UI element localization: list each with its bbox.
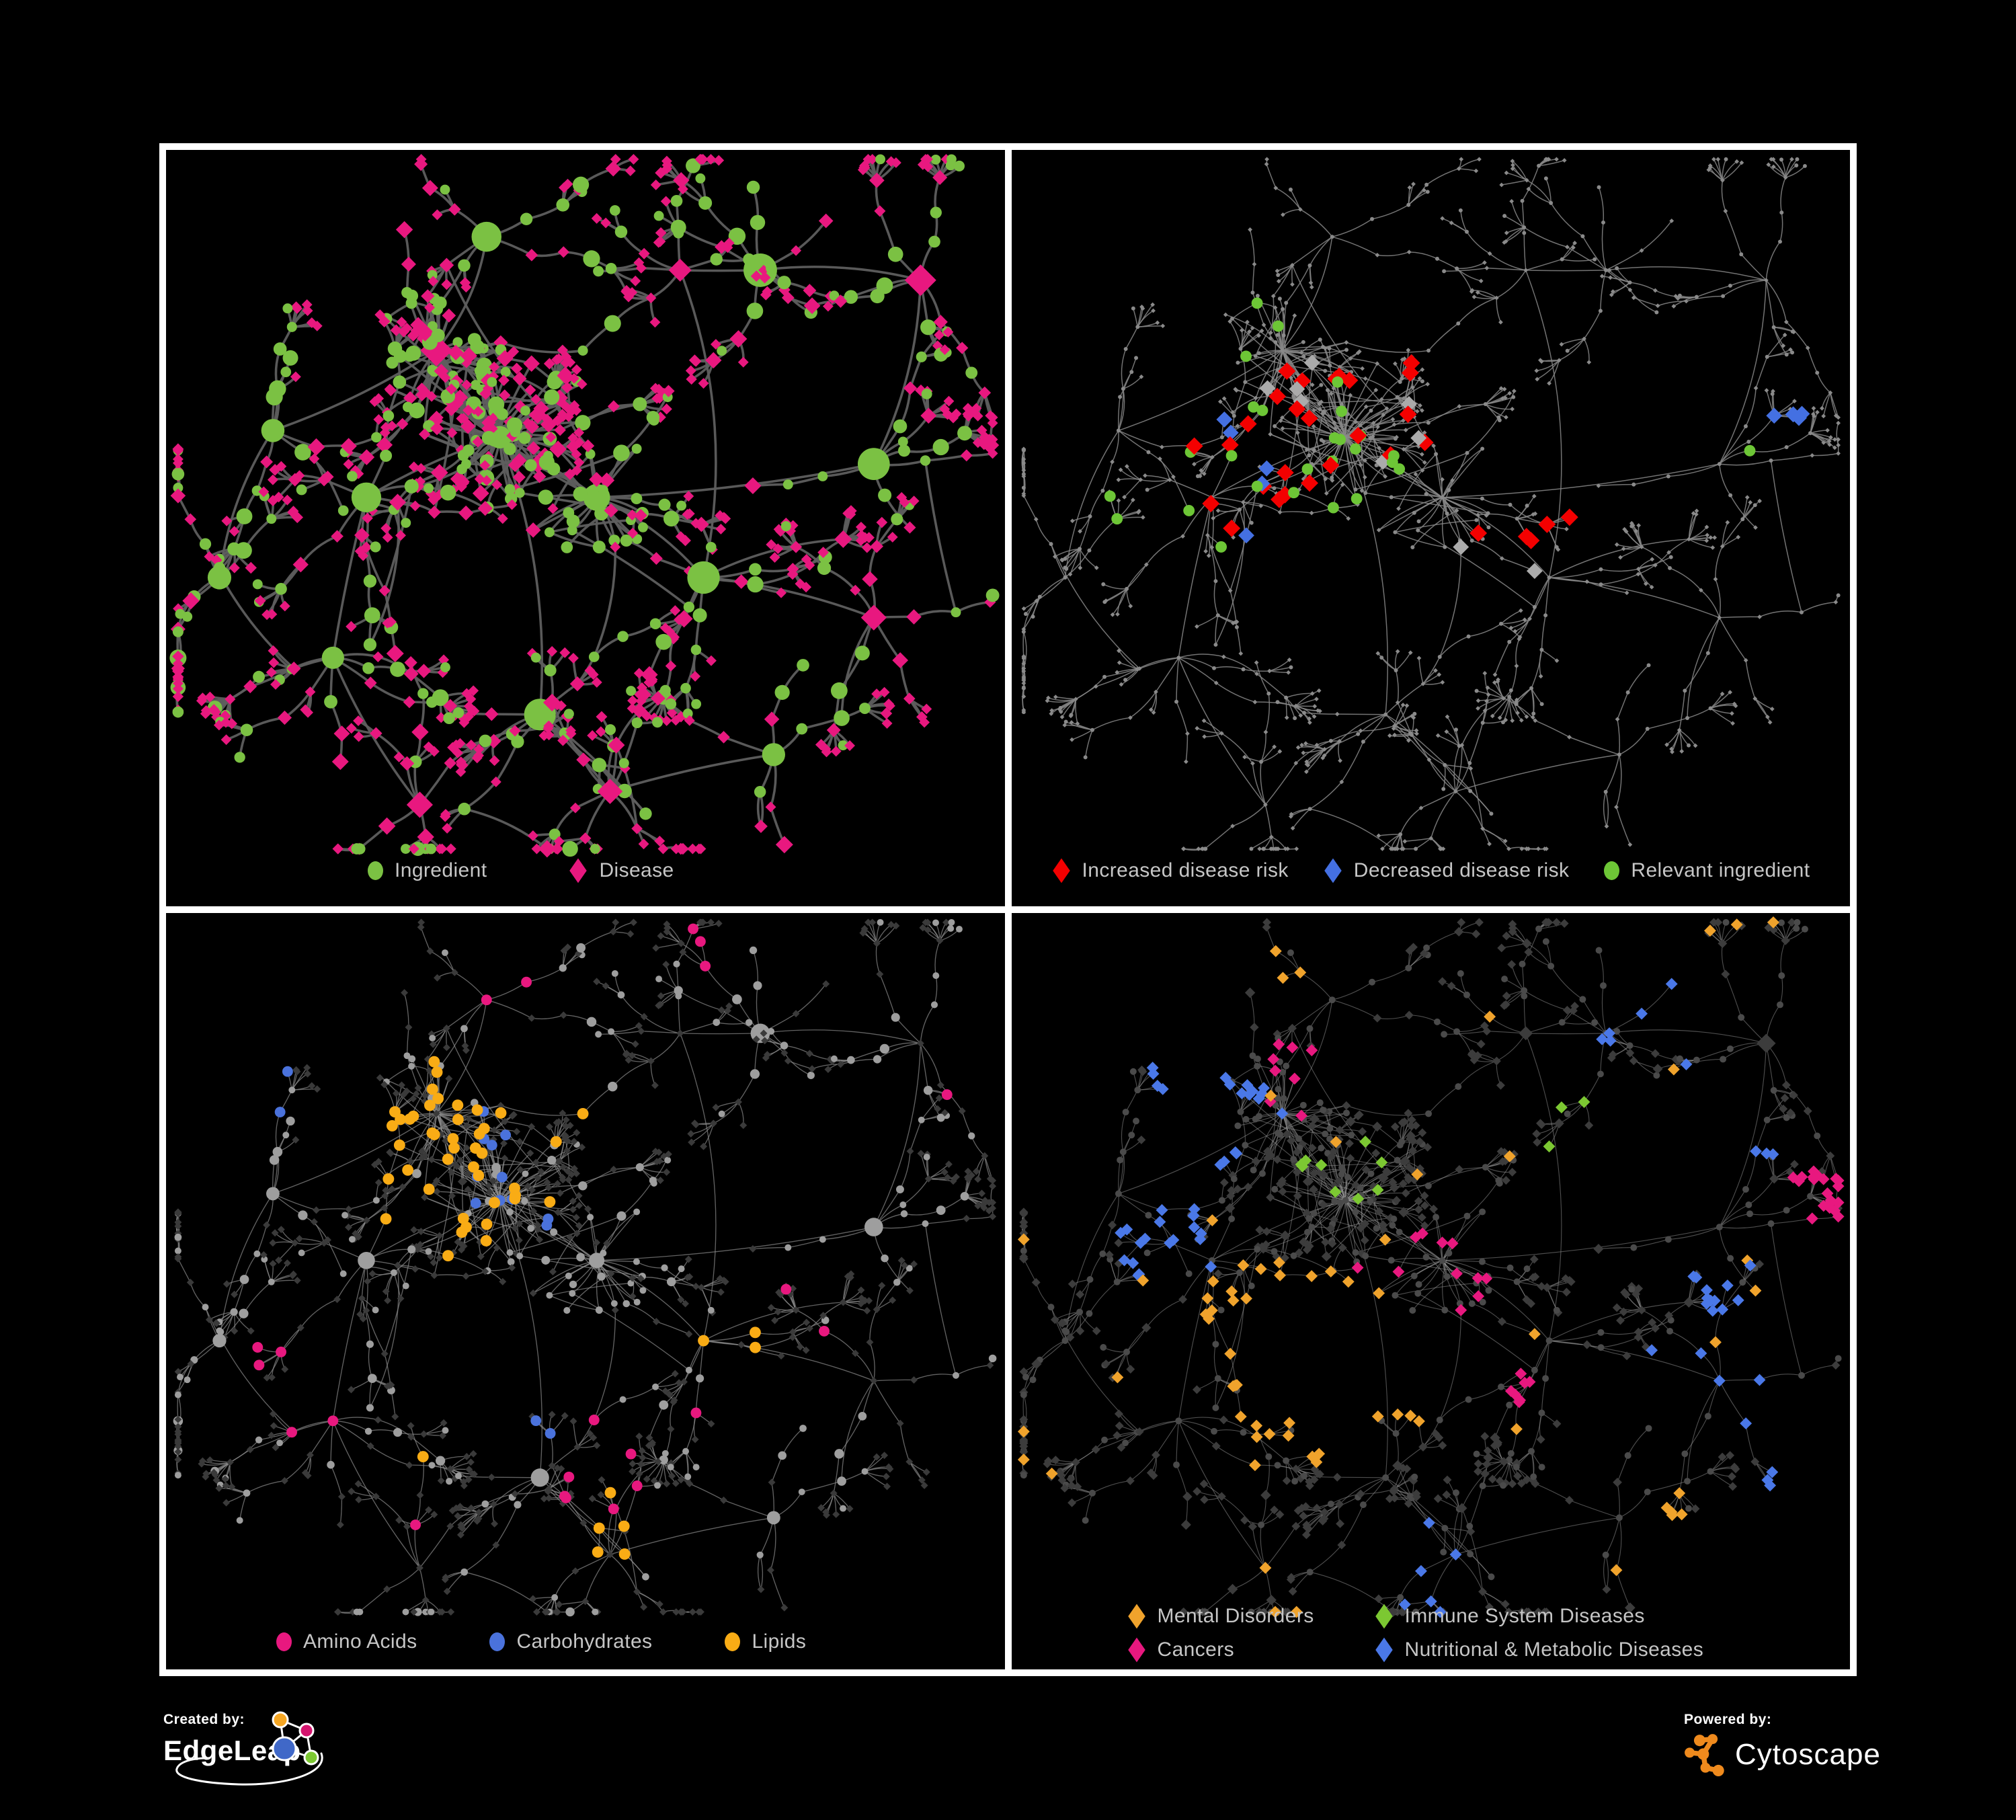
legend-label: Immune System Diseases	[1404, 1605, 1645, 1627]
network-disease-risk	[1021, 157, 1841, 851]
legend-label: Ingredient	[395, 859, 487, 881]
legend-disease-class: Mental Disorders Immune System Diseases …	[1127, 1604, 1704, 1663]
edgeleap-logo-icon	[175, 1711, 323, 1786]
legend-item-ingredient: Ingredient	[368, 859, 487, 882]
disease-swatch-icon	[569, 858, 588, 883]
legend-label: Relevant ingredient	[1631, 859, 1810, 881]
legend-label: Lipids	[752, 1630, 807, 1653]
panel-disease-risk: Increased disease risk Decreased disease…	[1011, 150, 1850, 906]
legend-label: Cancers	[1157, 1638, 1235, 1661]
amino-acids-swatch-icon	[276, 1632, 292, 1651]
legend-label: Disease	[599, 859, 674, 881]
legend-label: Amino Acids	[303, 1630, 417, 1653]
cytoscape-logo-icon	[1685, 1734, 1724, 1776]
lipids-swatch-icon	[725, 1632, 741, 1651]
legend-label: Decreased disease risk	[1353, 859, 1570, 881]
legend-label: Carbohydrates	[516, 1630, 653, 1653]
cancers-swatch-icon	[1127, 1637, 1145, 1663]
legend-item-mental-disorders: Mental Disorders	[1127, 1604, 1375, 1629]
legend-disease-risk: Increased disease risk Decreased disease…	[1052, 858, 1810, 883]
carbohydrates-swatch-icon	[489, 1632, 506, 1651]
increased-risk-swatch-icon	[1052, 858, 1070, 883]
ingredient-swatch-icon	[368, 861, 383, 880]
legend-label: Increased disease risk	[1082, 859, 1289, 881]
network-compound-class	[173, 918, 997, 1617]
legend-item-decreased-risk: Decreased disease risk	[1324, 858, 1570, 883]
panel-grid: Ingredient Disease Increased disease ris…	[159, 143, 1857, 1676]
legend-label: Nutritional & Metabolic Diseases	[1404, 1638, 1704, 1661]
panel-disease-class: Mental Disorders Immune System Diseases …	[1011, 913, 1850, 1669]
panel-ingredient-disease: Ingredient Disease	[166, 150, 1005, 906]
panel-compound-class: Amino Acids Carbohydrates Lipids	[166, 913, 1005, 1669]
legend-item-cancers: Cancers	[1127, 1637, 1375, 1663]
mental-disorders-swatch-icon	[1127, 1604, 1145, 1629]
legend-item-increased-risk: Increased disease risk	[1052, 858, 1289, 883]
legend-item-relevant-ingredient: Relevant ingredient	[1604, 859, 1810, 882]
created-by-label: Created by:	[163, 1712, 245, 1727]
created-by-block: Created by: EdgeLeap	[163, 1711, 499, 1819]
legend-item-carbohydrates: Carbohydrates	[489, 1630, 652, 1653]
legend-label: Mental Disorders	[1157, 1605, 1314, 1627]
legend-item-nutritional-metabolic-diseases: Nutritional & Metabolic Diseases	[1375, 1637, 1704, 1663]
powered-by-label: Powered by:	[1684, 1712, 1772, 1727]
legend-item-disease: Disease	[569, 858, 674, 883]
network-ingredient-disease	[169, 153, 1000, 858]
immune-system-diseases-swatch-icon	[1375, 1604, 1393, 1629]
network-disease-class	[1017, 916, 1845, 1618]
legend-item-lipids: Lipids	[725, 1630, 806, 1653]
legend-ingredient-disease: Ingredient Disease	[368, 858, 674, 883]
legend-compound-class: Amino Acids Carbohydrates Lipids	[276, 1630, 806, 1653]
legend-item-immune-system-diseases: Immune System Diseases	[1375, 1604, 1704, 1629]
legend-item-amino-acids: Amino Acids	[276, 1630, 417, 1653]
powered-by-block: Powered by: Cytosc	[1684, 1712, 1966, 1819]
nutritional-metabolic-swatch-icon	[1375, 1637, 1393, 1663]
relevant-ingredient-swatch-icon	[1604, 861, 1620, 880]
decreased-risk-swatch-icon	[1324, 858, 1342, 883]
cytoscape-wordmark: Cytoscape	[1735, 1738, 1881, 1771]
